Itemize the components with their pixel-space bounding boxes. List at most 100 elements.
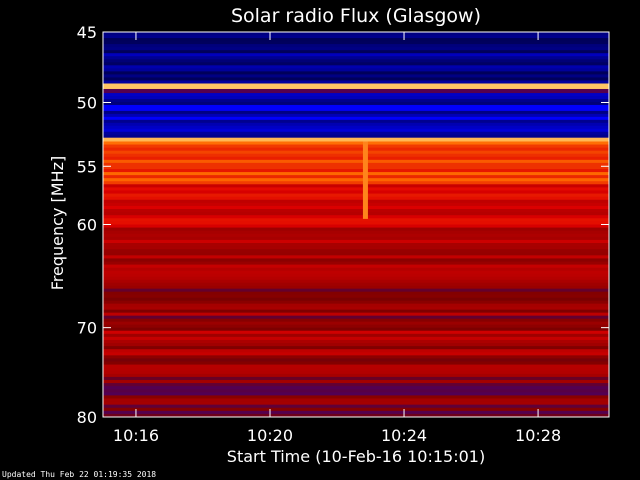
spectrogram-row	[103, 404, 609, 409]
spectrogram-row	[103, 53, 609, 57]
spectrogram-row	[103, 141, 609, 145]
spectrogram-row	[103, 32, 609, 36]
spectrogram-row	[103, 125, 609, 130]
spectrogram-row	[103, 221, 609, 225]
spectrogram-row	[103, 261, 609, 265]
spectrogram-row	[103, 41, 609, 45]
y-tick-label: 45	[77, 23, 97, 42]
spectrogram-row	[103, 355, 609, 359]
spectrogram-row	[103, 224, 609, 228]
spectrogram-row	[103, 373, 609, 378]
spectrogram-row	[103, 312, 609, 317]
spectrogram-row	[103, 352, 609, 356]
spectrogram-row	[103, 172, 609, 176]
spectrogram-row	[103, 285, 609, 290]
spectrogram-row	[103, 358, 609, 362]
spectrogram-row	[103, 212, 609, 216]
spectrogram-row	[103, 233, 609, 238]
spectrogram-row	[103, 44, 609, 48]
spectrogram-row	[103, 47, 609, 51]
spectrogram-row	[103, 134, 609, 139]
spectrogram-row	[103, 169, 609, 173]
y-axis-label: Frequency [MHz]	[48, 156, 67, 290]
spectrogram-row	[103, 386, 609, 390]
spectrogram-row	[103, 249, 609, 253]
spectrogram-row	[103, 367, 609, 372]
spectrogram-row	[103, 184, 609, 188]
y-tick-label: 80	[77, 408, 97, 427]
y-tick-label: 70	[77, 319, 97, 338]
y-tick-label: 55	[77, 157, 97, 176]
spectrogram-row	[103, 205, 609, 210]
spectrogram-row	[103, 162, 609, 167]
spectrogram-row	[103, 68, 609, 72]
spectrogram-row	[103, 339, 609, 344]
spectrogram-row	[103, 209, 609, 213]
spectrogram-row	[103, 93, 609, 97]
spectrogram-row	[103, 413, 609, 418]
spectrogram-row	[103, 398, 609, 402]
x-axis: 10:16 10:20 10:24 10:28	[113, 32, 561, 445]
spectrogram-row	[103, 364, 609, 369]
x-axis-label: Start Time (10-Feb-16 10:15:01)	[227, 447, 485, 466]
y-axis: 45 50 55 60 70 80	[77, 23, 609, 427]
spectrogram-row	[103, 264, 609, 269]
spectrogram-row	[103, 104, 609, 109]
spectrogram-row	[103, 243, 609, 247]
spectrogram-row	[103, 392, 609, 396]
x-tick-label: 10:28	[515, 426, 561, 445]
spectrogram-row	[103, 107, 609, 112]
spectrogram-row	[103, 190, 609, 194]
spectrogram-row	[103, 379, 609, 384]
spectrogram-row	[103, 297, 609, 302]
spectrogram-row	[103, 35, 609, 39]
spectrogram-row	[103, 270, 609, 275]
spectrogram-row	[103, 59, 609, 63]
spectrogram-row	[103, 288, 609, 293]
spectrogram-row	[103, 96, 609, 100]
spectrogram-row	[103, 279, 609, 284]
spectrogram-row	[103, 122, 609, 127]
spectrogram-row	[103, 276, 609, 281]
spectrogram-row	[103, 128, 609, 133]
spectrogram-row	[103, 175, 609, 179]
spectrogram-row	[103, 116, 609, 121]
spectrogram-row	[103, 131, 609, 136]
spectrogram-row	[103, 147, 609, 152]
spectrogram-row	[103, 343, 609, 347]
spectrogram-row	[103, 389, 609, 393]
spectrogram-row	[103, 80, 609, 84]
spectrogram-row	[103, 321, 609, 326]
spectrogram-row	[103, 113, 609, 118]
spectrogram-row	[103, 236, 609, 241]
spectrogram-row	[103, 306, 609, 311]
spectrogram-row	[103, 330, 609, 335]
spectrogram-row	[103, 144, 609, 149]
spectrogram-row	[103, 336, 609, 341]
spectrogram-row	[103, 199, 609, 204]
spectrogram-row	[103, 159, 609, 164]
spectrogram-row	[103, 383, 609, 387]
spectrogram-row	[103, 65, 609, 69]
spectrogram-row	[103, 181, 609, 185]
spectrogram-row	[103, 239, 609, 244]
spectrogram-row	[103, 401, 609, 406]
spectrogram-row	[103, 119, 609, 124]
spectrogram-row	[103, 303, 609, 308]
spectrogram-row	[103, 258, 609, 262]
spectrogram-row	[103, 178, 609, 182]
spectrogram-row	[103, 407, 609, 412]
spectrogram-row	[103, 227, 609, 232]
spectrogram-row	[103, 282, 609, 287]
spectrogram-row	[103, 267, 609, 272]
spectrogram-row	[103, 88, 609, 94]
spectrogram-row	[103, 395, 609, 399]
x-tick-label: 10:24	[381, 426, 427, 445]
spectrogram-row	[103, 255, 609, 259]
spectrogram-row	[103, 62, 609, 66]
x-tick-label: 10:16	[113, 426, 159, 445]
spectrogram-row	[103, 196, 609, 201]
spectrogram-row	[103, 252, 609, 256]
spectrogram-row	[103, 202, 609, 207]
spectrogram-row	[103, 230, 609, 235]
